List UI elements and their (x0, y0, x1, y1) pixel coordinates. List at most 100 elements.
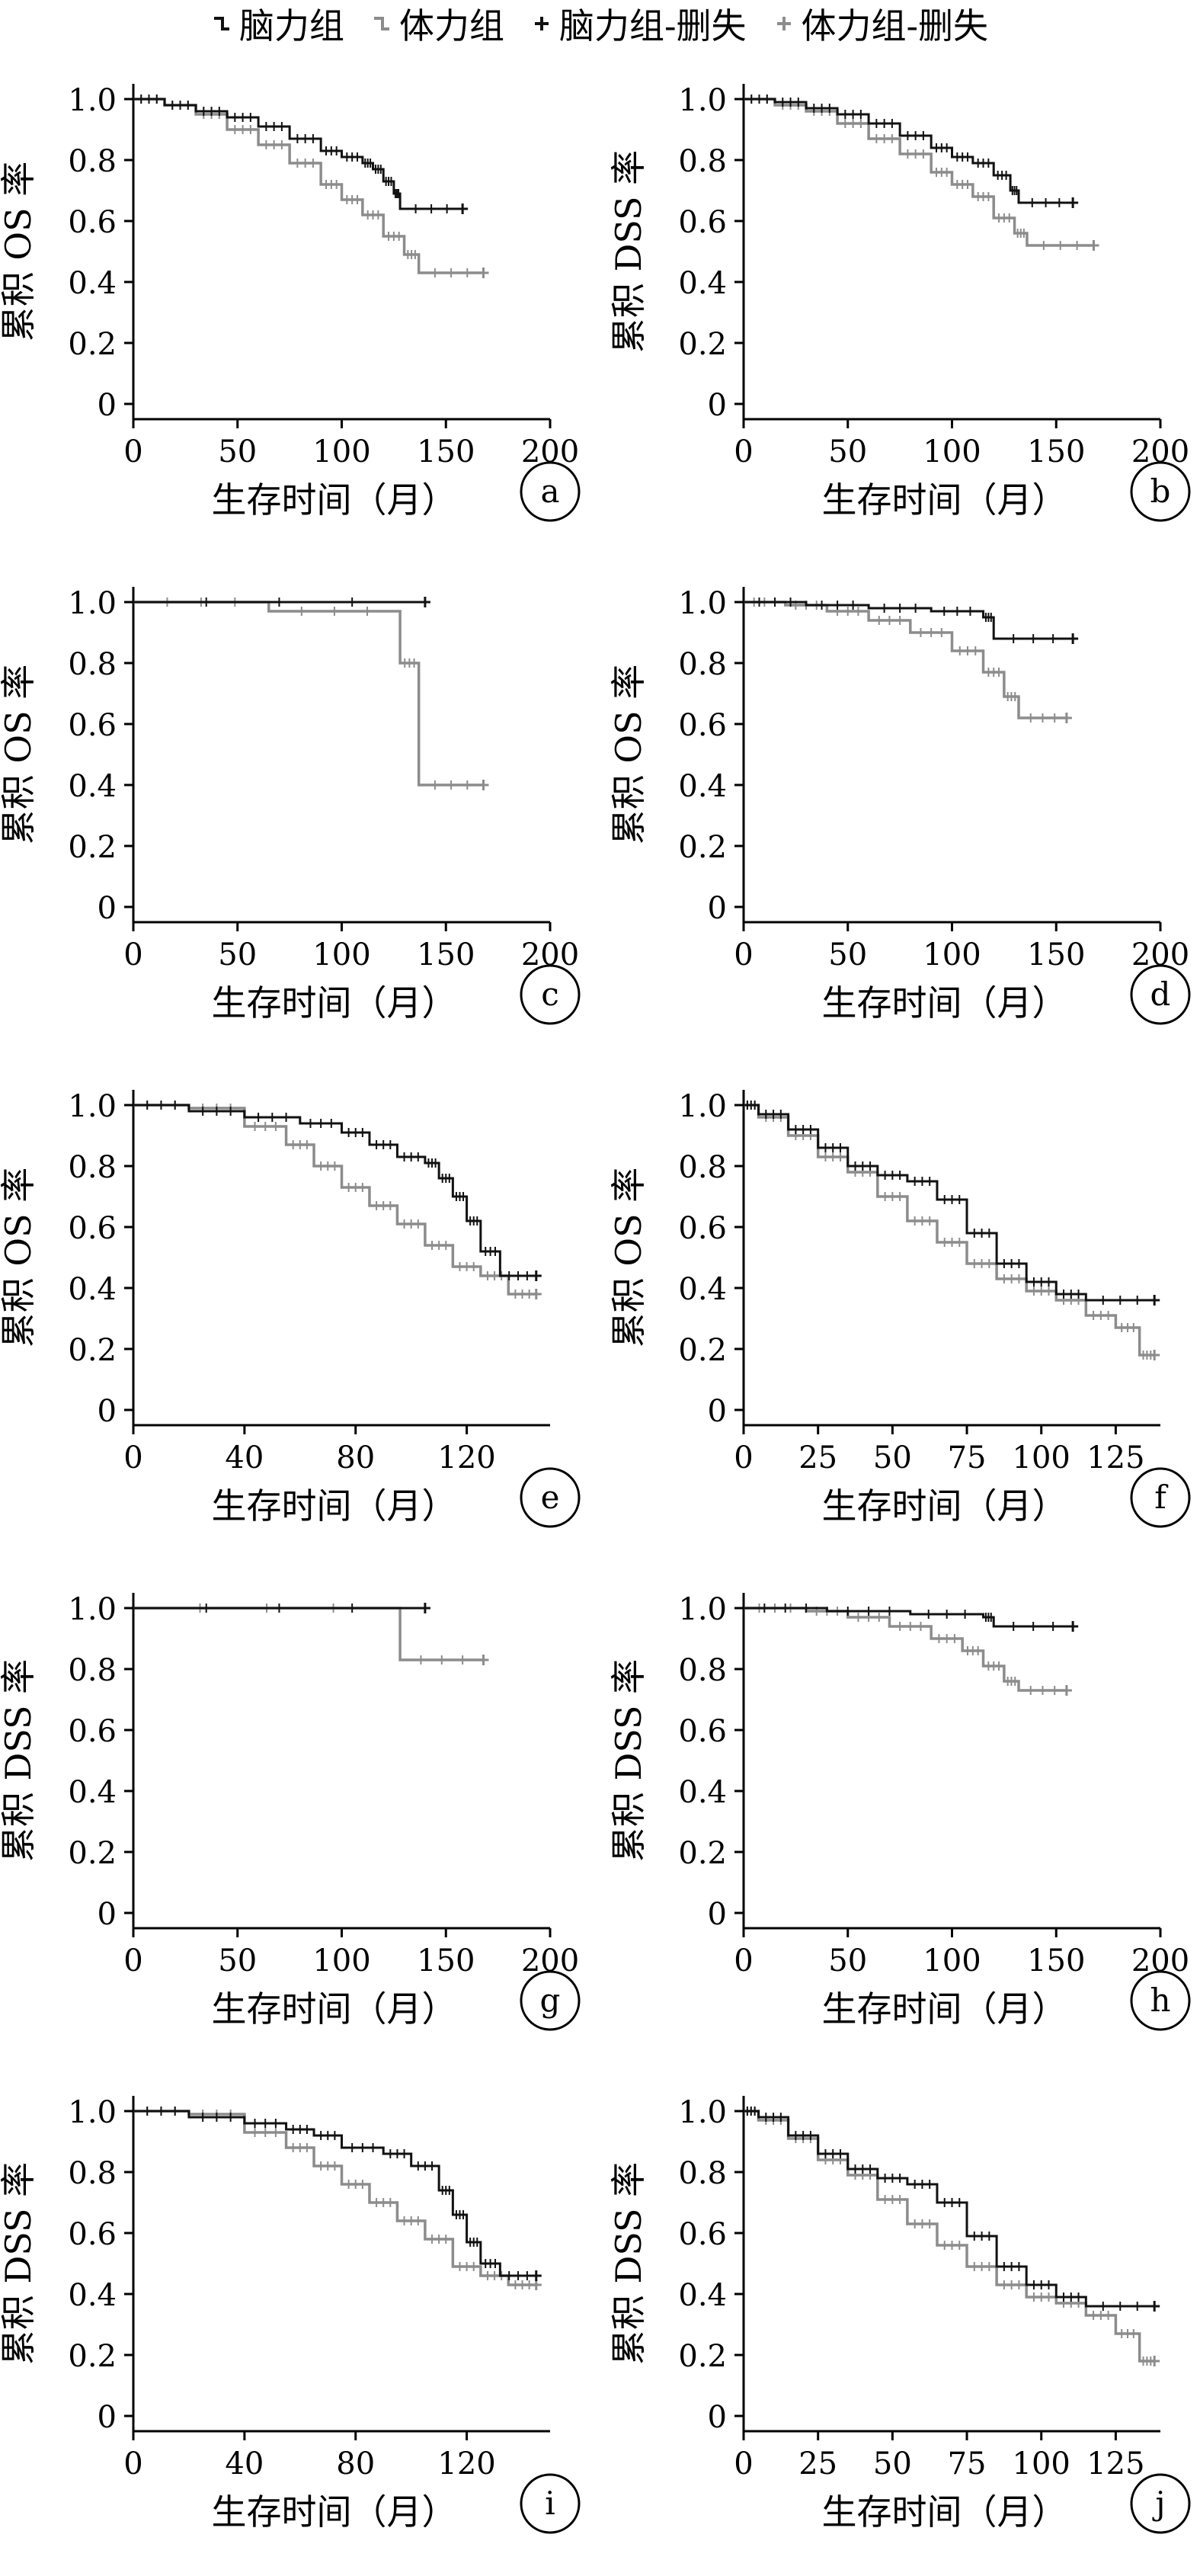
x-tick-label: 150 (1027, 1943, 1085, 1978)
series-line-体力组 (133, 2110, 536, 2286)
panel-badge-circle (1130, 2473, 1191, 2534)
y-tick-label: 1.0 (68, 1592, 117, 1627)
legend-label: 体力组-删失 (801, 5, 989, 46)
x-tick-label: 100 (312, 937, 370, 972)
censor-end-mark (419, 597, 430, 607)
panel-letter: b (1150, 473, 1171, 510)
y-tick-label: 0.2 (68, 327, 117, 362)
x-axis-label: 生存时间（月） (212, 982, 457, 1024)
x-tick-label: 50 (828, 434, 867, 469)
x-tick-label: 200 (521, 937, 579, 972)
censor-end-mark (478, 780, 489, 790)
panel-badge-circle (520, 2473, 581, 2534)
x-tick-label: 25 (798, 2446, 837, 2481)
legend-item-3: 体力组-删失 (774, 0, 989, 49)
panel-letter: j (1151, 2485, 1165, 2522)
x-tick-label: 125 (1086, 1440, 1144, 1475)
panel-badge-circle (1130, 461, 1191, 522)
panel-letter: g (540, 1982, 561, 2019)
chart-c: 0 0.2 0.4 0.6 0.8 1.0 0 50 100 150 200 生存时间（月） 累积 OS… (0, 586, 581, 1025)
x-tick-label: 80 (336, 2446, 375, 2481)
x-axis-label: 生存时间（月） (212, 479, 457, 521)
x-axis-label: 生存时间（月） (212, 1485, 457, 1527)
y-tick-label: 0.6 (678, 708, 727, 743)
y-tick-label: 0.8 (68, 1150, 117, 1185)
y-tick-label: 0.8 (68, 647, 117, 682)
x-tick-label: 0 (123, 2446, 142, 2481)
y-tick-label: 0.8 (68, 1653, 117, 1688)
x-tick-label: 80 (336, 1440, 375, 1475)
plus-icon (776, 17, 791, 30)
x-tick-label: 200 (521, 1943, 579, 1978)
x-tick-label: 0 (734, 937, 753, 972)
y-tick-label: 0.4 (678, 769, 727, 804)
y-tick-label: 0.2 (68, 2339, 117, 2374)
y-tick-label: 0.6 (68, 205, 117, 240)
y-tick-label: 0 (708, 1897, 727, 1932)
step-line-icon (213, 17, 229, 30)
series-line-体力组 (133, 1104, 536, 1296)
y-tick-label: 0.6 (68, 1211, 117, 1246)
y-tick-label: 0.4 (68, 1272, 117, 1307)
y-axis-label: 累积 OS 率 (608, 665, 649, 844)
x-tick-label: 200 (1131, 434, 1189, 469)
x-tick-label: 40 (225, 1440, 264, 1475)
x-tick-label: 0 (734, 1440, 753, 1475)
y-axis-label: 累积 DSS 率 (608, 2162, 649, 2365)
censor-end-mark (1149, 1350, 1160, 1360)
y-tick-label: 0.6 (68, 2217, 117, 2252)
y-tick-label: 1.0 (678, 1592, 727, 1627)
y-tick-label: 0.2 (678, 1836, 727, 1871)
y-tick-label: 0 (708, 1394, 727, 1429)
y-tick-label: 1.0 (678, 1089, 727, 1124)
y-tick-label: 0 (98, 1394, 117, 1429)
censor-end-mark (478, 1655, 489, 1665)
panel-badge-circle (520, 1970, 581, 2031)
y-tick-label: 0 (98, 891, 117, 926)
panel-badge-circle (1130, 1970, 1191, 2031)
legend-item-2: 脑力组-删失 (532, 0, 747, 49)
x-tick-label: 150 (417, 1943, 475, 1978)
chart-b: 0 0.2 0.4 0.6 0.8 1.0 0 50 100 150 200 生存时间（月） 累积 DS… (608, 83, 1191, 522)
x-tick-label: 200 (521, 434, 579, 469)
charts-grid: 0 0.2 0.4 0.6 0.8 1.0 0 50 100 150 200 生存时间（月） 累积 OS… (0, 83, 1191, 2534)
chart-i: 0 0.2 0.4 0.6 0.8 1.0 0 40 80 120 生存时间（月） 累积 DSS 率 i (0, 2095, 581, 2534)
y-tick-label: 0.8 (678, 1150, 727, 1185)
y-axis-label: 累积 DSS 率 (608, 1659, 649, 1862)
x-tick-label: 40 (225, 2446, 264, 2481)
censor-end-mark (1149, 2301, 1160, 2312)
x-tick-label: 200 (1131, 1943, 1189, 1978)
x-tick-label: 200 (1131, 937, 1189, 972)
y-axis-label: 累积 OS 率 (0, 162, 39, 341)
x-tick-label: 0 (734, 434, 753, 469)
y-tick-label: 1.0 (678, 586, 727, 621)
y-tick-label: 0.8 (68, 144, 117, 179)
y-tick-label: 0.2 (678, 2339, 727, 2374)
y-tick-label: 1.0 (68, 1089, 117, 1124)
x-tick-label: 50 (828, 1943, 867, 1978)
y-tick-label: 0.2 (68, 1836, 117, 1871)
y-tick-label: 0.6 (678, 1714, 727, 1749)
series-line-体力组 (133, 98, 484, 274)
x-axis-label: 生存时间（月） (212, 1988, 457, 2030)
panel-badge-circle (520, 1467, 581, 1528)
legend-item-0: 脑力组 (212, 0, 344, 49)
censor-end-mark (1149, 1295, 1160, 1306)
censor-end-mark (1061, 1685, 1072, 1696)
x-tick-label: 0 (123, 434, 142, 469)
series-line-体力组 (744, 1607, 1067, 1692)
chart-j: 0 0.2 0.4 0.6 0.8 1.0 0 25 50 75 100 125 生存时间（月） 累积 D… (608, 2095, 1191, 2534)
y-axis-label: 累积 OS 率 (0, 1168, 39, 1347)
panel-letter: c (541, 976, 559, 1013)
censor-end-mark (1061, 713, 1072, 723)
x-tick-label: 120 (437, 2446, 495, 2481)
y-tick-label: 0.8 (68, 2156, 117, 2191)
y-tick-label: 0 (708, 388, 727, 423)
x-tick-label: 0 (734, 2446, 753, 2481)
censor-end-mark (530, 1289, 542, 1299)
x-axis-label: 生存时间（月） (822, 479, 1067, 521)
x-tick-label: 50 (873, 1440, 912, 1475)
x-tick-label: 150 (1027, 937, 1085, 972)
x-tick-label: 120 (437, 1440, 495, 1475)
step-line-icon (373, 17, 389, 30)
